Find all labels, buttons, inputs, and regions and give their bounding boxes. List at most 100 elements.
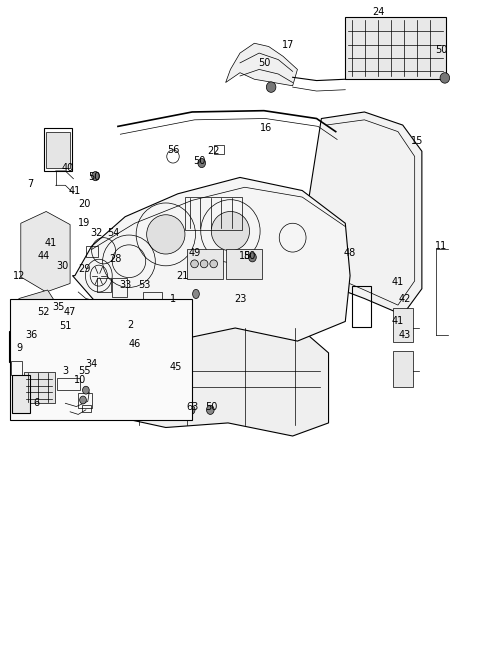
Ellipse shape [92, 172, 99, 180]
Text: 1: 1 [170, 293, 176, 304]
Text: 36: 36 [25, 329, 38, 340]
Text: 6: 6 [34, 398, 40, 408]
Bar [120, 300, 138, 316]
Ellipse shape [192, 289, 199, 298]
Polygon shape [72, 177, 350, 341]
Bar [187, 249, 223, 279]
Text: 52: 52 [37, 306, 50, 317]
Bar [57, 379, 80, 390]
Ellipse shape [206, 405, 214, 415]
Text: 50: 50 [435, 45, 447, 55]
Text: 51: 51 [59, 321, 72, 331]
Text: 41: 41 [45, 238, 57, 248]
Polygon shape [226, 43, 298, 86]
Ellipse shape [83, 386, 89, 394]
Bar [393, 351, 413, 387]
Text: 46: 46 [129, 339, 141, 350]
Ellipse shape [266, 82, 276, 92]
Text: 28: 28 [109, 255, 122, 264]
Polygon shape [19, 290, 57, 336]
Text: 2: 2 [127, 319, 133, 330]
Text: 50: 50 [88, 173, 100, 182]
Text: 35: 35 [52, 302, 64, 312]
Text: 19: 19 [78, 218, 91, 228]
Text: 41: 41 [69, 186, 81, 195]
Text: 43: 43 [399, 329, 411, 340]
Polygon shape [21, 211, 70, 292]
Ellipse shape [147, 215, 185, 254]
Bar [9, 331, 44, 362]
Text: 32: 32 [90, 228, 103, 238]
Polygon shape [307, 112, 422, 315]
Bar [44, 129, 72, 171]
Text: 42: 42 [399, 293, 411, 304]
Text: 16: 16 [260, 123, 273, 133]
Ellipse shape [134, 350, 141, 359]
Text: 7: 7 [27, 179, 34, 189]
Bar [12, 375, 30, 413]
Bar [112, 278, 127, 297]
Text: 50: 50 [205, 401, 217, 411]
Bar [144, 292, 161, 305]
Bar [45, 346, 63, 362]
Bar [144, 302, 163, 318]
Bar [214, 145, 224, 154]
Bar [97, 277, 111, 292]
Bar [82, 405, 91, 412]
Bar [345, 17, 446, 79]
Text: 15: 15 [411, 136, 423, 146]
Ellipse shape [80, 396, 86, 404]
Text: 41: 41 [392, 277, 404, 287]
Text: 48: 48 [344, 248, 356, 258]
Bar [10, 298, 192, 420]
Text: 3: 3 [62, 365, 68, 375]
Ellipse shape [187, 405, 195, 415]
Text: 10: 10 [73, 375, 86, 385]
Text: 44: 44 [37, 251, 50, 261]
Text: 50: 50 [258, 58, 270, 68]
Text: 24: 24 [372, 7, 385, 18]
Text: 56: 56 [167, 145, 179, 155]
Text: 21: 21 [176, 271, 189, 281]
Bar [226, 249, 262, 279]
Ellipse shape [198, 159, 205, 168]
Text: 55: 55 [78, 365, 91, 375]
Ellipse shape [211, 211, 250, 251]
Text: 49: 49 [189, 248, 201, 258]
Text: 33: 33 [119, 281, 131, 291]
Bar [24, 372, 55, 403]
Text: 20: 20 [78, 199, 91, 209]
Text: 17: 17 [282, 40, 294, 51]
Text: 11: 11 [435, 241, 447, 251]
Ellipse shape [249, 253, 256, 262]
Text: 12: 12 [12, 271, 25, 281]
Bar [86, 245, 98, 257]
Ellipse shape [69, 338, 76, 347]
Text: 41: 41 [392, 316, 404, 327]
Ellipse shape [440, 73, 450, 83]
Text: 40: 40 [61, 163, 74, 173]
Text: 63: 63 [186, 401, 198, 411]
Text: 50: 50 [193, 156, 205, 166]
Text: 18: 18 [239, 251, 251, 261]
Text: 9: 9 [17, 342, 23, 353]
Bar [352, 286, 371, 327]
Bar [393, 308, 413, 342]
Ellipse shape [112, 306, 122, 318]
Ellipse shape [210, 260, 217, 268]
Text: 47: 47 [64, 306, 76, 317]
Text: 34: 34 [85, 359, 98, 369]
Text: 30: 30 [57, 261, 69, 271]
Text: 23: 23 [234, 293, 246, 304]
Text: 50: 50 [243, 251, 256, 261]
Bar [78, 394, 92, 408]
Text: 45: 45 [169, 362, 181, 372]
Text: 54: 54 [107, 228, 120, 238]
Polygon shape [94, 315, 328, 436]
Ellipse shape [200, 260, 208, 268]
Text: 29: 29 [78, 264, 91, 274]
Text: 53: 53 [138, 281, 150, 291]
Bar [46, 132, 70, 168]
Ellipse shape [191, 260, 198, 268]
Text: 22: 22 [207, 146, 220, 156]
